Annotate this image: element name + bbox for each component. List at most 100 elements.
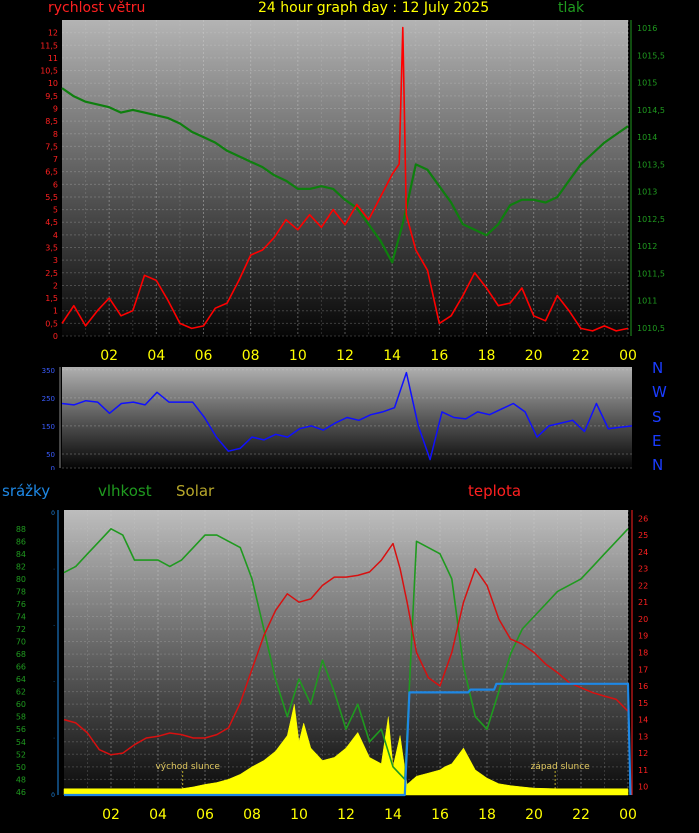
humidity-axis-tick: 46 [16, 788, 26, 797]
x-axis-tick: 18 [478, 348, 496, 364]
wind-axis-tick: 9 [53, 104, 58, 113]
x-axis-tick: 10 [290, 807, 308, 823]
humidity-axis-tick: 62 [16, 688, 26, 697]
humidity-axis-tick: 72 [16, 625, 26, 634]
wind-axis-tick: 12 [48, 29, 58, 38]
temperature-axis-tick: 22 [638, 581, 648, 590]
wind-axis-tick: 2,5 [45, 269, 58, 278]
temperature-axis-tick: 16 [638, 682, 648, 691]
temperature-axis-tick: 10 [638, 783, 648, 792]
x-axis-tick: 20 [525, 807, 543, 823]
x-axis-tick: 08 [242, 348, 260, 364]
humidity-axis-tick: 66 [16, 663, 26, 672]
temperature-axis-tick: 15 [638, 699, 648, 708]
wind-axis-tick: 11 [48, 54, 58, 63]
wind-direction-series-line [61, 371, 633, 461]
x-axis-tick: 00 [619, 348, 637, 364]
wind-axis-tick: 8 [53, 130, 58, 139]
compass-w: W [652, 383, 667, 401]
temperature-label: teplota [468, 482, 522, 500]
temperature-series-line [63, 542, 629, 756]
temperature-axis-tick: 24 [638, 548, 648, 557]
pressure-axis-tick: 1014 [637, 133, 657, 142]
humidity-axis-tick: 50 [16, 763, 26, 772]
humidity-axis-tick: 70 [16, 638, 26, 647]
temperature-axis-tick: 26 [638, 514, 648, 523]
x-axis-tick: 22 [572, 807, 590, 823]
direction-axis-tick: 150 [42, 423, 55, 431]
humidity-axis-tick: 58 [16, 713, 26, 722]
wind-axis-tick: 6 [53, 180, 58, 189]
x-axis-tick: 14 [383, 348, 401, 364]
rain-axis-tick: 0 [51, 792, 55, 799]
wind-axis-tick: 10 [48, 79, 58, 88]
wind-axis-tick: 10,5 [40, 67, 58, 76]
pressure-axis-tick: 1012,5 [637, 215, 665, 224]
wind-axis-tick: 11,5 [40, 41, 58, 50]
wind-axis-tick: 6,5 [45, 168, 58, 177]
humidity-axis-tick: 82 [16, 562, 26, 571]
x-axis-tick: 00 [619, 807, 637, 823]
x-axis-tick: 14 [384, 807, 402, 823]
wind-axis-tick: 4 [53, 231, 58, 240]
x-axis-tick: 02 [102, 807, 120, 823]
humidity-axis-tick: 86 [16, 537, 26, 546]
wind-axis-tick: 5,5 [45, 193, 58, 202]
temperature-axis-tick: 12 [638, 749, 648, 758]
x-axis-tick: 12 [337, 807, 355, 823]
humidity-axis-tick: 54 [16, 738, 26, 747]
pressure-axis-tick: 1011,5 [637, 269, 665, 278]
sunrise-annotation: východ slunce [155, 762, 220, 772]
humidity-series-line [63, 527, 629, 781]
temperature-axis-tick: 19 [638, 632, 648, 641]
temperature-axis-tick: 18 [638, 649, 648, 658]
x-axis-tick: 06 [196, 807, 214, 823]
rain-series-line [64, 682, 632, 797]
solar-label: Solar [176, 482, 215, 500]
humidity-axis-tick: 80 [16, 575, 26, 584]
temperature-axis-tick: 13 [638, 732, 648, 741]
direction-axis-tick: 50 [46, 451, 55, 459]
humidity-temperature-solar-chart: 46 48 50 52 54 56 58 60 62 64 66 68 70 72 74 76 78 80 82 84… [16, 510, 648, 823]
temperature-axis-tick: 25 [638, 531, 648, 540]
wind-axis-tick: 0 [53, 332, 58, 341]
pressure-axis-tick: 1010,5 [637, 324, 665, 333]
pressure-series-line [61, 87, 629, 264]
humidity-label: vlhkost [98, 482, 152, 500]
wind-axis-tick: 5 [53, 206, 58, 215]
humidity-axis-tick: 84 [16, 550, 26, 559]
pressure-title: tlak [558, 0, 585, 16]
x-axis-tick: 08 [243, 807, 261, 823]
rain-axis-tick: 0 [51, 510, 55, 517]
x-axis-tick: 16 [430, 348, 448, 364]
graph-title: 24 hour graph day : 12 July 2025 [258, 0, 490, 16]
pressure-axis-tick: 1011 [637, 297, 657, 306]
x-axis-tick: 04 [147, 348, 165, 364]
x-axis-tick: 04 [149, 807, 167, 823]
compass-n-bottom: N [652, 456, 664, 474]
humidity-axis-tick: 68 [16, 650, 26, 659]
wind-axis-tick: 3 [53, 256, 58, 265]
wind-axis-tick: 8,5 [45, 117, 58, 126]
humidity-axis-tick: 60 [16, 700, 26, 709]
x-axis-tick: 12 [336, 348, 354, 364]
rain-axis-tick: · [53, 679, 55, 686]
wind-axis-tick: 4,5 [45, 218, 58, 227]
temperature-axis-tick: 23 [638, 565, 648, 574]
x-axis-tick: 02 [100, 348, 118, 364]
compass-n-top: N [652, 359, 664, 377]
rain-axis-tick: · [53, 566, 55, 573]
humidity-axis-tick: 88 [16, 525, 26, 534]
x-axis-tick: 16 [431, 807, 449, 823]
wind-axis-tick: 0,5 [45, 319, 58, 328]
wind-axis-tick: 9,5 [45, 92, 58, 101]
humidity-axis-tick: 48 [16, 775, 26, 784]
wind-pressure-chart: 00,511,522,533,544,555,566,577,588,599,5… [40, 20, 665, 364]
compass-s: S [652, 408, 662, 426]
compass-e: E [652, 432, 662, 450]
x-axis-tick: 10 [289, 348, 307, 364]
wind-axis-tick: 3,5 [45, 244, 58, 253]
pressure-axis-tick: 1015 [637, 79, 657, 88]
pressure-axis-tick: 1016 [637, 24, 657, 33]
